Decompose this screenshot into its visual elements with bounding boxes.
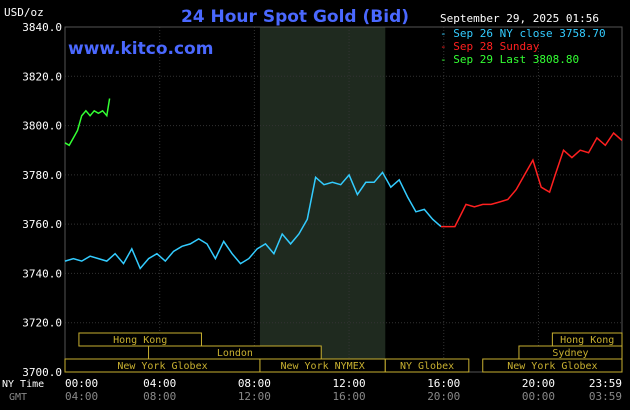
x-tick-label-ny: 23:59 (589, 377, 622, 390)
x-tick-label-ny: 20:00 (522, 377, 555, 390)
session-label: Sydney (552, 348, 588, 359)
legend-entry: - Sep 26 NY close 3758.70 (440, 27, 606, 40)
site-watermark: www.kitco.com (68, 39, 213, 59)
x-tick-label-ny: 08:00 (238, 377, 271, 390)
x-tick-label-gmt: 04:00 (65, 390, 98, 403)
x-tick-label-ny: 12:00 (333, 377, 366, 390)
x-tick-label-gmt: 03:59 (589, 390, 622, 403)
session-label: Hong Kong (113, 335, 167, 346)
y-tick-label: 3840.0 (22, 21, 62, 34)
trading-sessions: Hong Kong London New York Globex New York N… (64, 332, 623, 373)
chart-title: 24 Hour Spot Gold (Bid) (181, 7, 409, 27)
y-axis-unit: USD/oz (4, 6, 44, 19)
x-row-label-gmt: GMT (9, 392, 27, 403)
x-tick-label-gmt: 00:00 (522, 390, 555, 403)
shaded-session-region (259, 27, 386, 372)
y-tick-label: 3780.0 (22, 169, 62, 182)
session-bar (384, 358, 470, 373)
x-tick-labels: 00:00 04:00 08:00 12:00 16:00 20:00 23:5904:00… (65, 377, 622, 403)
session-label: Hong Kong (560, 335, 614, 346)
x-row-label-ny: NY Time (2, 379, 44, 390)
y-tick-label: 3820.0 (22, 70, 62, 83)
x-tick-label-ny: 16:00 (427, 377, 460, 390)
legend: - Sep 26 NY close 3758.70- Sep 28 Sunday… (440, 27, 606, 66)
series-line (441, 131, 623, 228)
legend-entry: - Sep 29 Last 3808.80 (440, 53, 579, 66)
session-label: New York Globex (117, 361, 207, 372)
legend-entry: - Sep 28 Sunday (440, 40, 540, 53)
series-line (64, 171, 442, 270)
series-line (64, 98, 111, 147)
timestamp: September 29, 2025 01:56 (440, 12, 599, 25)
y-tick-label: 3800.0 (22, 120, 62, 133)
session-label: London (217, 348, 253, 359)
session-bar (482, 358, 623, 373)
session-label: New York Globex (507, 361, 597, 372)
y-tick-label: 3720.0 (22, 317, 62, 330)
x-tick-label-gmt: 20:00 (427, 390, 460, 403)
y-tick-label: 3700.0 (22, 366, 62, 379)
x-tick-label-ny: 00:00 (65, 377, 98, 390)
x-tick-label-ny: 04:00 (143, 377, 176, 390)
series-lines (64, 98, 623, 270)
y-tick-label: 3760.0 (22, 218, 62, 231)
session-label: New York NYMEX (280, 361, 364, 372)
x-tick-label-gmt: 16:00 (333, 390, 366, 403)
y-tick-label: 3740.0 (22, 267, 62, 280)
x-tick-label-gmt: 08:00 (143, 390, 176, 403)
session-bar (78, 332, 202, 347)
session-label: NY Globex (400, 361, 454, 372)
x-tick-label-gmt: 12:00 (238, 390, 271, 403)
y-tick-labels: 3840.0 3820.0 3800.0 3780.0 3760.0 3740.0 3720… (22, 21, 62, 379)
